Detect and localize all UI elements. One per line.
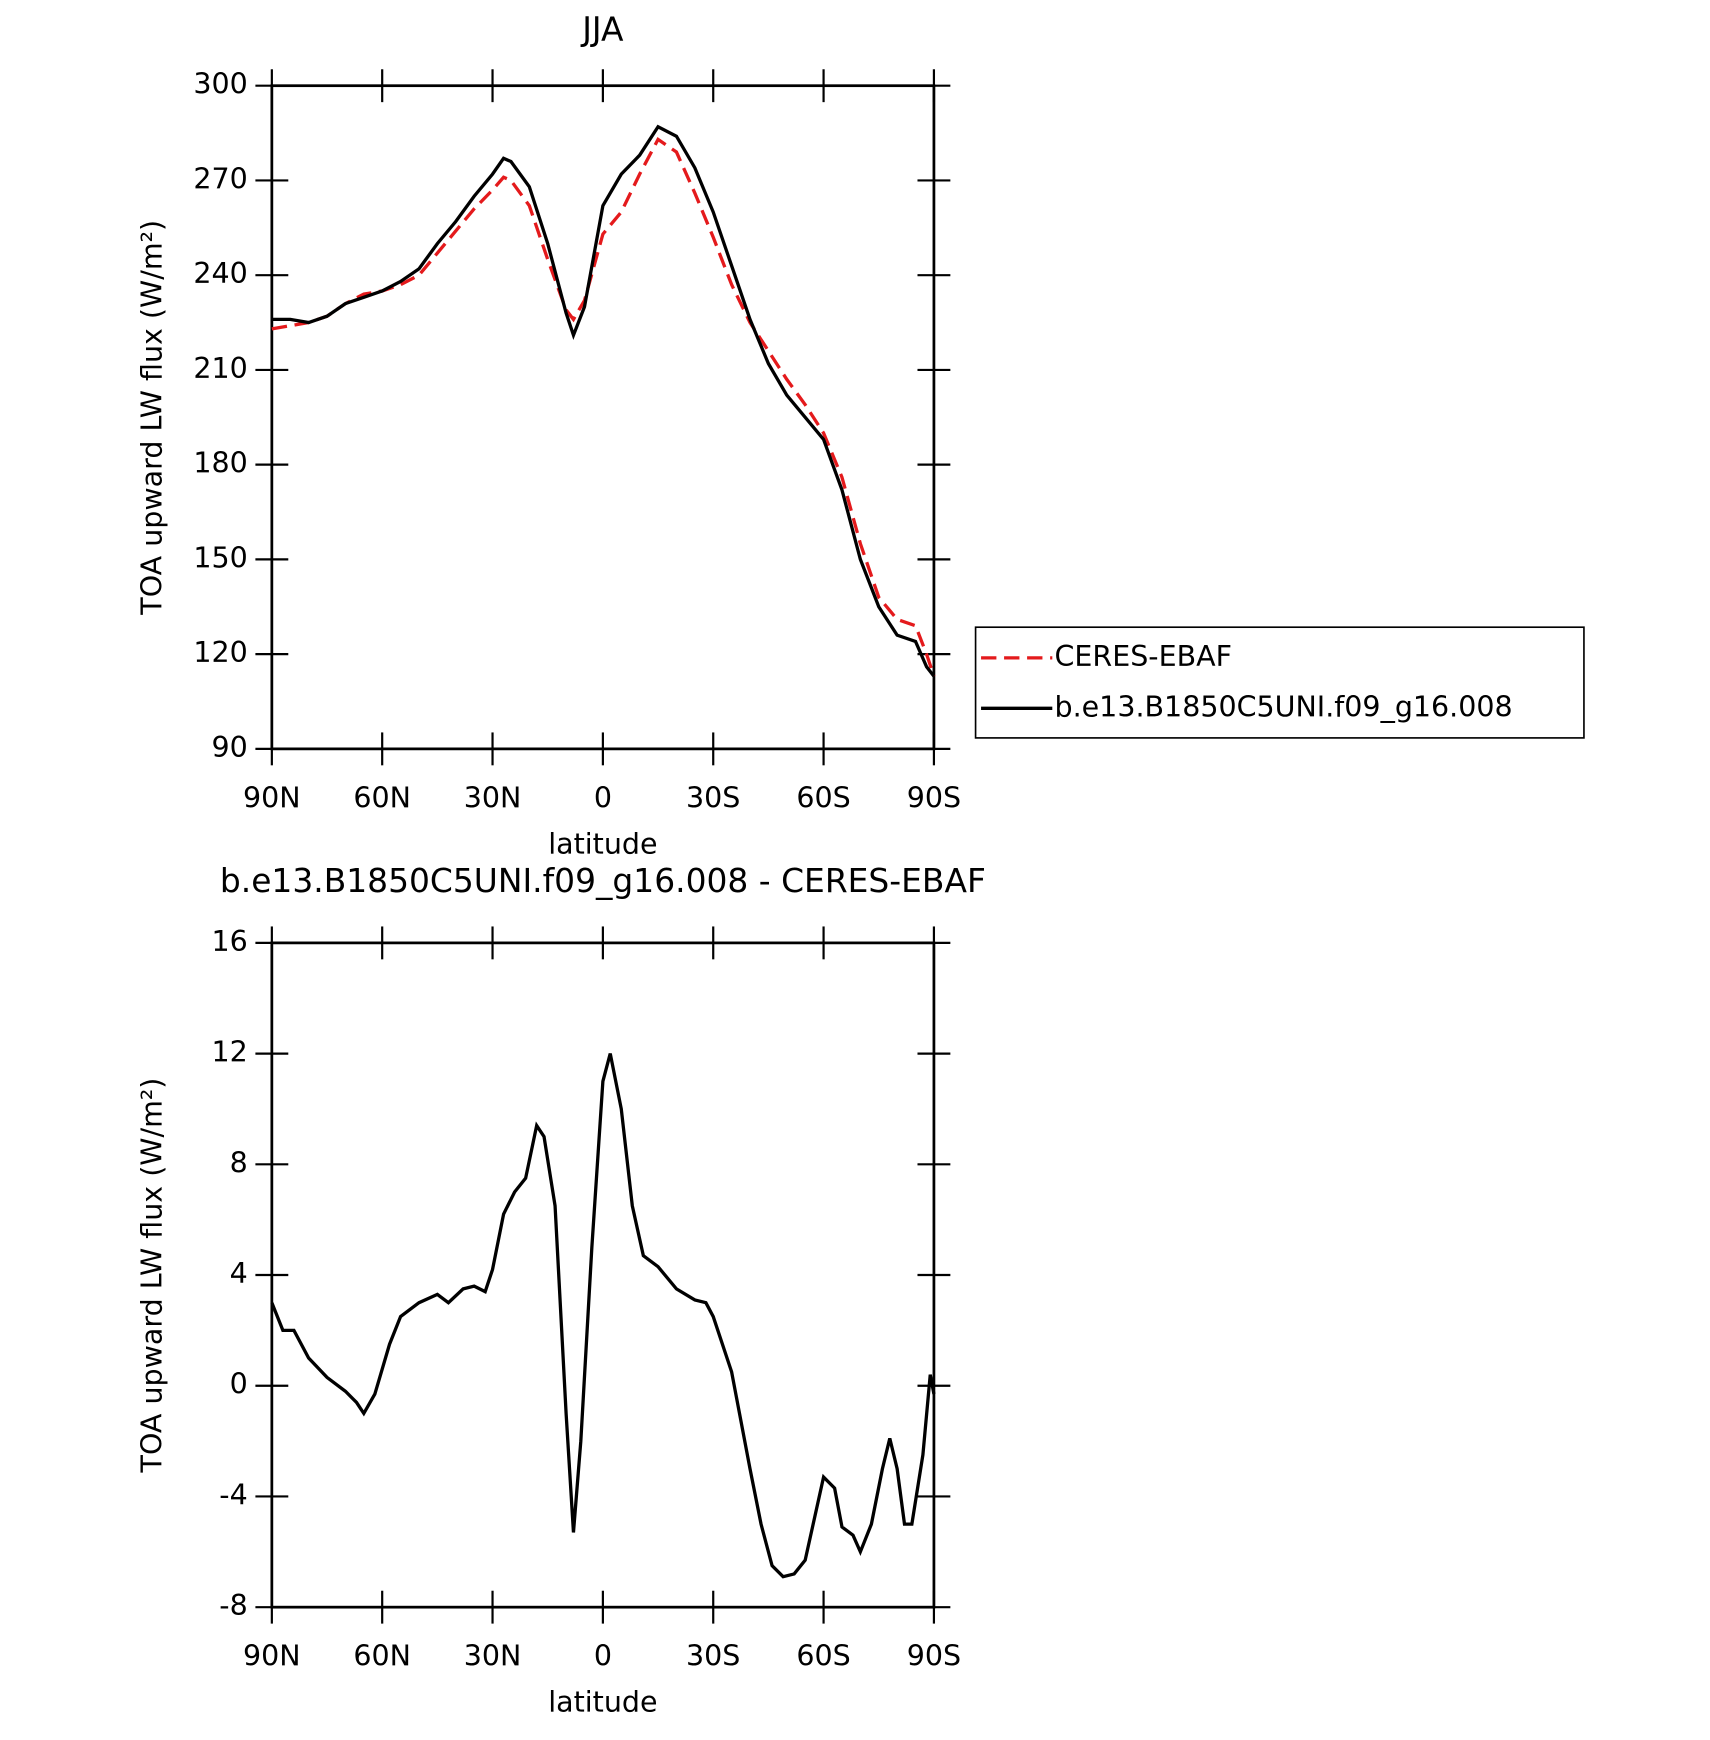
y-tick-label: 90 [211,731,247,764]
legend-label: CERES-EBAF [1055,640,1233,673]
x-tick-label: 30S [686,1640,740,1673]
y-axis-label: TOA upward LW flux (W/m²) [135,1078,168,1474]
x-tick-label: 90N [243,781,301,814]
x-tick-label: 90S [907,1640,961,1673]
y-tick-label: -4 [219,1478,247,1511]
y-tick-label: 4 [230,1257,248,1290]
series-line [271,124,936,678]
y-tick-label: -8 [219,1589,247,1622]
y-tick-label: 300 [193,68,247,101]
x-tick-label: 60N [353,781,411,814]
series-line [271,136,936,677]
x-axis-label: latitude [548,827,657,860]
x-tick-label: 60S [796,1640,850,1673]
x-tick-label: 30N [464,1640,522,1673]
x-tick-label: 60N [353,1640,411,1673]
x-tick-label: 90N [243,1640,301,1673]
x-tick-label: 90S [907,781,961,814]
y-tick-label: 180 [193,447,247,480]
plot-frame [270,941,936,1609]
x-tick-label: 0 [594,781,612,814]
x-tick-label: 30S [686,781,740,814]
x-tick-label: 30N [464,781,522,814]
y-tick-label: 12 [211,1036,247,1069]
plot-frame [270,84,936,751]
x-tick-label: 0 [594,1640,612,1673]
chart-title: b.e13.B1850C5UNI.f09_g16.008 - CERES-EBA… [220,861,986,900]
legend-label: b.e13.B1850C5UNI.f09_g16.008 [1055,690,1513,723]
x-tick-label: 60S [796,781,850,814]
y-tick-label: 120 [193,636,247,669]
y-tick-label: 150 [193,541,247,574]
y-tick-label: 0 [230,1368,248,1401]
y-tick-label: 240 [193,257,247,290]
y-tick-label: 8 [230,1146,248,1179]
series-line [270,1053,936,1579]
y-tick-label: 16 [211,925,247,958]
x-axis-label: latitude [548,1686,657,1719]
chart-title: JJA [580,9,624,48]
y-tick-label: 270 [193,162,247,195]
legend-box [974,626,1585,739]
y-axis-label: TOA upward LW flux (W/m²) [135,220,168,616]
y-tick-label: 210 [193,352,247,385]
